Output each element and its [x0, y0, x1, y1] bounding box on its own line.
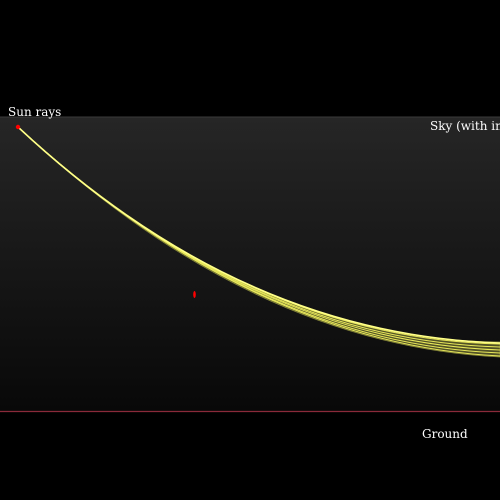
sun-source-marker [15, 124, 21, 130]
sun-ray-bundle [17, 126, 500, 358]
sky-region [0, 117, 500, 412]
observer-marker [193, 291, 196, 298]
sky-label: Sky (with infer [430, 119, 500, 133]
sun-ray-highlight [17, 126, 500, 344]
ground-label: Ground [422, 427, 468, 441]
sun-rays-label: Sun rays [8, 105, 62, 119]
